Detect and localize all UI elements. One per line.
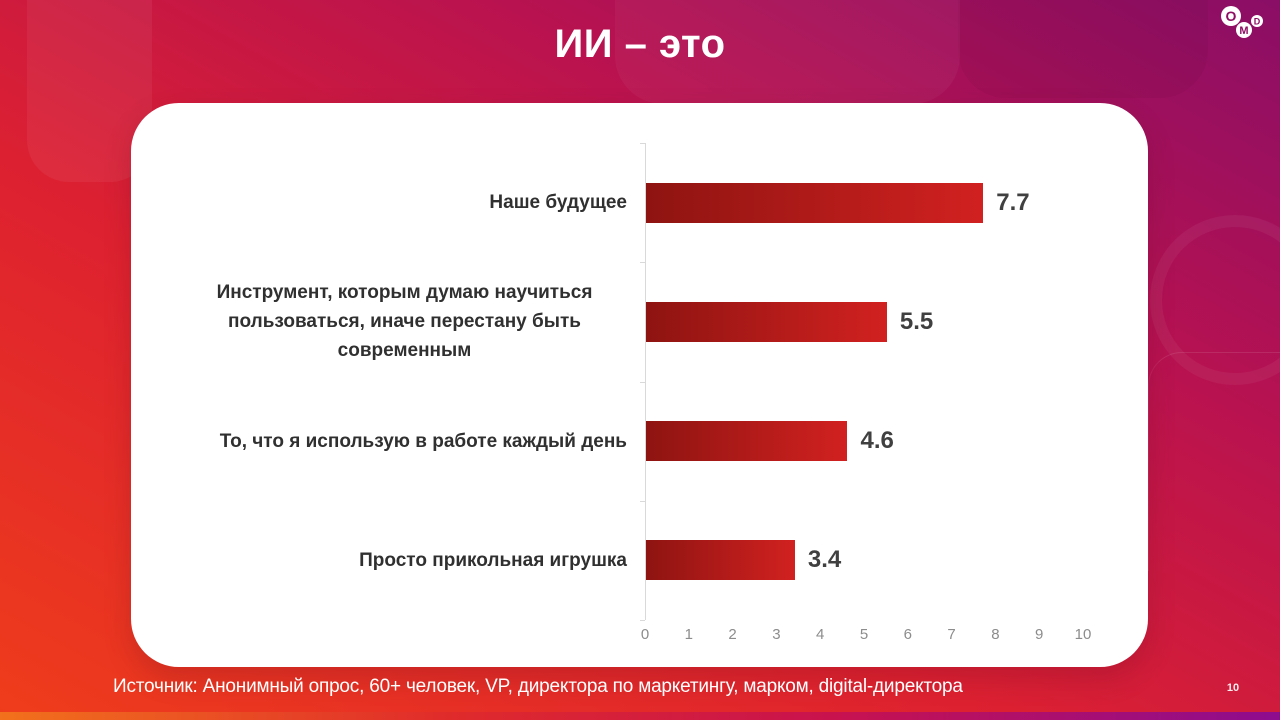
bar: [646, 182, 984, 223]
x-tick-label: 2: [728, 626, 737, 643]
category-label: Инструмент, которым думаю научиться поль…: [182, 262, 627, 381]
x-tick-label: 4: [816, 626, 825, 643]
slide-title: ИИ – это: [554, 22, 726, 66]
x-tick-label: 9: [1035, 626, 1044, 643]
chart-card: Наше будущее 7.7 Инструмент, которым думаю…: [131, 103, 1148, 667]
axis-tick: [640, 500, 645, 502]
axis-tick: [640, 381, 645, 383]
category-label-text: Инструмент, которым думаю научиться поль…: [216, 282, 593, 362]
bar: [646, 540, 795, 581]
value-label: 5.5: [899, 307, 934, 335]
category-label-text: То, что я использую в работе каждый день: [219, 430, 627, 452]
x-tick-label: 0: [640, 626, 650, 643]
value-label: 4.6: [860, 427, 894, 455]
x-tick-label: 1: [684, 626, 693, 643]
category-label: Наше будущее: [489, 143, 627, 262]
svg-text:D: D: [1254, 17, 1261, 27]
source-note: Источник: Анонимный опрос, 60+ человек, …: [113, 676, 963, 697]
bar: [646, 421, 848, 462]
y-axis-line: [645, 143, 646, 620]
category-label: То, что я использую в работе каждый день: [220, 382, 627, 501]
background-shape: [1148, 352, 1280, 571]
background-circle-shape: [1150, 215, 1280, 385]
svg-text:O: O: [1226, 8, 1237, 24]
category-label-text: Просто прикольная игрушка: [359, 549, 627, 571]
x-tick-label: 3: [772, 626, 781, 643]
page-number: 10: [1226, 682, 1240, 694]
svg-text:M: M: [1239, 25, 1248, 37]
bottom-accent-bar: [0, 712, 1280, 720]
axis-tick: [640, 143, 645, 144]
bar: [646, 301, 887, 342]
category-label: Просто прикольная игрушка: [359, 501, 627, 620]
x-tick-label: 7: [947, 626, 956, 643]
x-tick-label: 10: [1074, 626, 1092, 643]
x-tick-label: 5: [859, 626, 869, 643]
x-tick-label: 8: [991, 626, 1000, 643]
axis-tick: [640, 262, 645, 264]
value-label: 3.4: [807, 546, 842, 574]
logo-letter-m: M: [1236, 22, 1252, 38]
axis-tick: [640, 620, 645, 621]
logo-letter-d: D: [1251, 15, 1263, 27]
bar-chart: Наше будущее 7.7 Инструмент, которым думаю…: [131, 103, 1148, 667]
category-label-text: Наше будущее: [489, 192, 627, 214]
logo-letter-o: O: [1221, 6, 1241, 26]
x-tick-label: 6: [903, 626, 912, 643]
value-label: 7.7: [996, 188, 1030, 216]
omd-logo: O M D: [1221, 6, 1263, 38]
